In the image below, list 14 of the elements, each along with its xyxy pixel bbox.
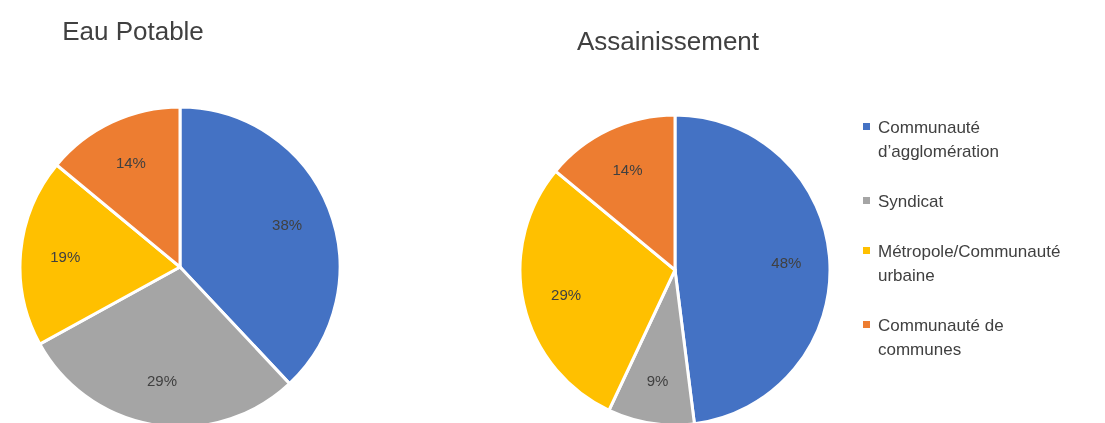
legend-label: Syndicat: [878, 191, 944, 213]
data-label: 14%: [612, 160, 643, 178]
data-label: 38%: [272, 216, 303, 234]
chart-title: Eau Potable: [61, 16, 205, 47]
data-label: 9%: [646, 371, 669, 389]
data-label: 48%: [771, 254, 802, 272]
chart-title: Assainissement: [575, 26, 761, 57]
legend-label: Communauté d’agglomération: [878, 117, 1000, 163]
legend-label: Métropole/Communauté urbaine: [878, 241, 1062, 287]
data-label: 29%: [146, 372, 177, 390]
data-label: 19%: [50, 247, 81, 265]
data-label: 14%: [115, 154, 146, 172]
data-label: 29%: [551, 285, 582, 303]
legend-label: Communauté de communes: [878, 315, 1005, 361]
